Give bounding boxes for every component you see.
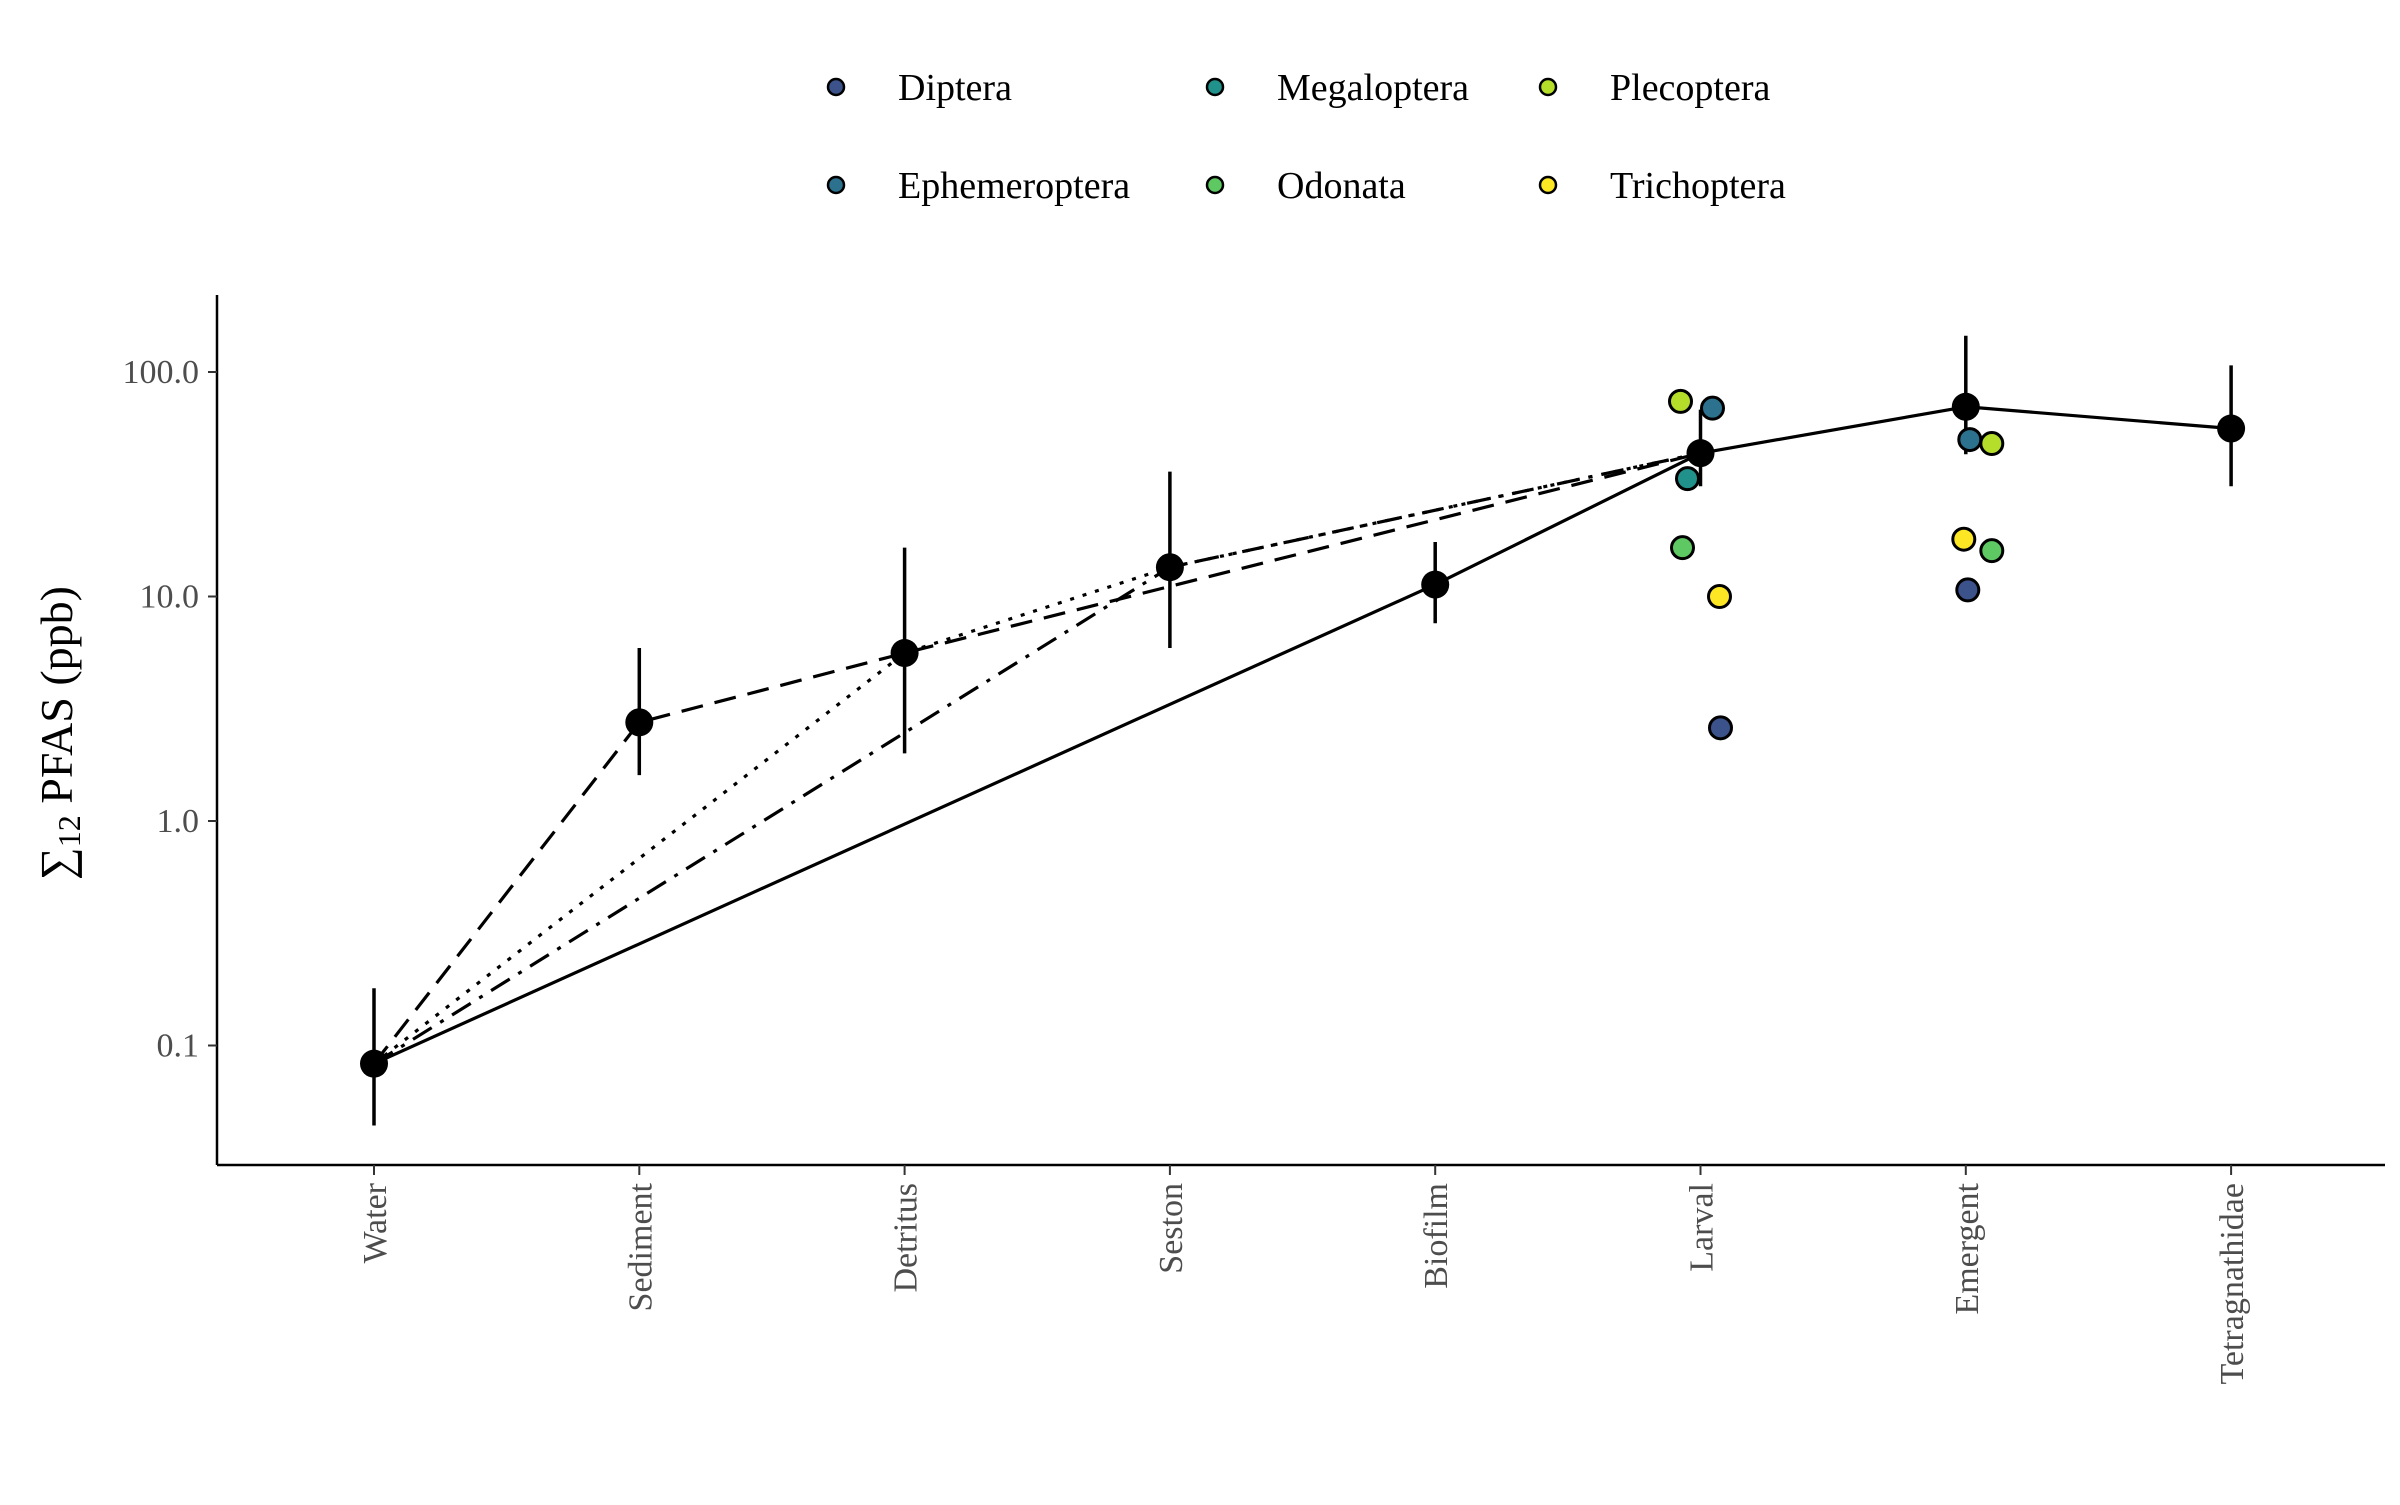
pathway-lines [372, 405, 2232, 1066]
y-tick-label: 100.0 [123, 354, 200, 391]
mean-points [360, 392, 2246, 1078]
x-tick-label: Sediment [622, 1182, 659, 1311]
mean-point [1951, 392, 1980, 421]
taxa-points [1668, 388, 2005, 741]
mean-point [625, 708, 654, 737]
mean-point [1686, 439, 1715, 468]
pathway-line-solid [373, 405, 2232, 1066]
x-tick-label: Seston [1153, 1183, 1190, 1274]
legend-swatch [1205, 77, 1225, 97]
y-axis-title-text: PFAS (ppb) [31, 586, 82, 815]
legend-item-ephemeroptera: Ephemeroptera [826, 165, 1130, 207]
taxon-point-trichoptera [1951, 526, 1977, 552]
y-tick-label: 0.1 [157, 1028, 200, 1065]
legend-swatch [826, 175, 846, 195]
x-tick-label: Water [357, 1182, 394, 1263]
taxon-point-trichoptera [1707, 584, 1732, 609]
legend-item-odonata: Odonata [1205, 165, 1406, 207]
x-tick-label: Emergent [1949, 1182, 1986, 1314]
legend-swatch [1538, 77, 1558, 97]
legend-item-trichoptera: Trichoptera [1538, 165, 1786, 207]
legend-item-diptera: Diptera [826, 67, 1012, 109]
y-tick-label: 10.0 [140, 579, 200, 616]
x-tick-label: Detritus [888, 1183, 925, 1293]
mean-point [2217, 414, 2246, 443]
legend-label: Plecoptera [1610, 67, 1771, 109]
taxon-point-diptera [1955, 577, 1981, 603]
y-tick-label: 1.0 [157, 803, 200, 840]
mean-point [1421, 570, 1450, 599]
y-axis-title-subscript: 12 [51, 815, 87, 847]
taxon-point-odonata [1670, 535, 1695, 561]
taxon-point-plecoptera [1979, 431, 2005, 457]
mean-point [890, 639, 919, 668]
legend-label: Odonata [1277, 165, 1406, 207]
taxon-point-ephemeroptera [1700, 395, 1725, 421]
legend-label: Trichoptera [1610, 165, 1786, 207]
mean-point [360, 1049, 388, 1078]
legend-swatch [1538, 175, 1558, 195]
taxon-point-diptera [1708, 715, 1733, 741]
legend-swatch [1205, 175, 1225, 195]
y-axis-title: ∑12 PFAS (ppb) [31, 586, 87, 880]
mean-point [1155, 553, 1184, 582]
error-bars [372, 335, 2233, 1126]
legend-item-plecoptera: Plecoptera [1538, 67, 1771, 109]
x-tick-label: Tetragnathidae [2214, 1183, 2251, 1385]
taxon-point-plecoptera [1668, 388, 1693, 414]
axes: 0.1 1.0 10.0 100.0 Water Sediment Detritus Sest… [123, 295, 2385, 1385]
y-axis-title-symbol: ∑ [31, 847, 82, 880]
legend-item-megaloptera: Megaloptera [1205, 67, 1469, 109]
x-tick-label: Biofilm [1418, 1183, 1455, 1289]
taxon-point-odonata [1979, 538, 2005, 564]
pathway-line-dashed [372, 451, 1701, 1065]
taxon-point-megaloptera [1675, 466, 1700, 492]
legend-label: Megaloptera [1277, 67, 1469, 109]
x-tick-label: Larval [1684, 1183, 1721, 1272]
legend-label: Diptera [898, 67, 1012, 109]
legend-swatch [826, 77, 846, 97]
taxon-point-ephemeroptera [1957, 427, 1983, 453]
legend: Diptera Ephemeroptera Megaloptera Odonata Pl… [826, 67, 1786, 207]
legend-label: Ephemeroptera [898, 165, 1130, 207]
